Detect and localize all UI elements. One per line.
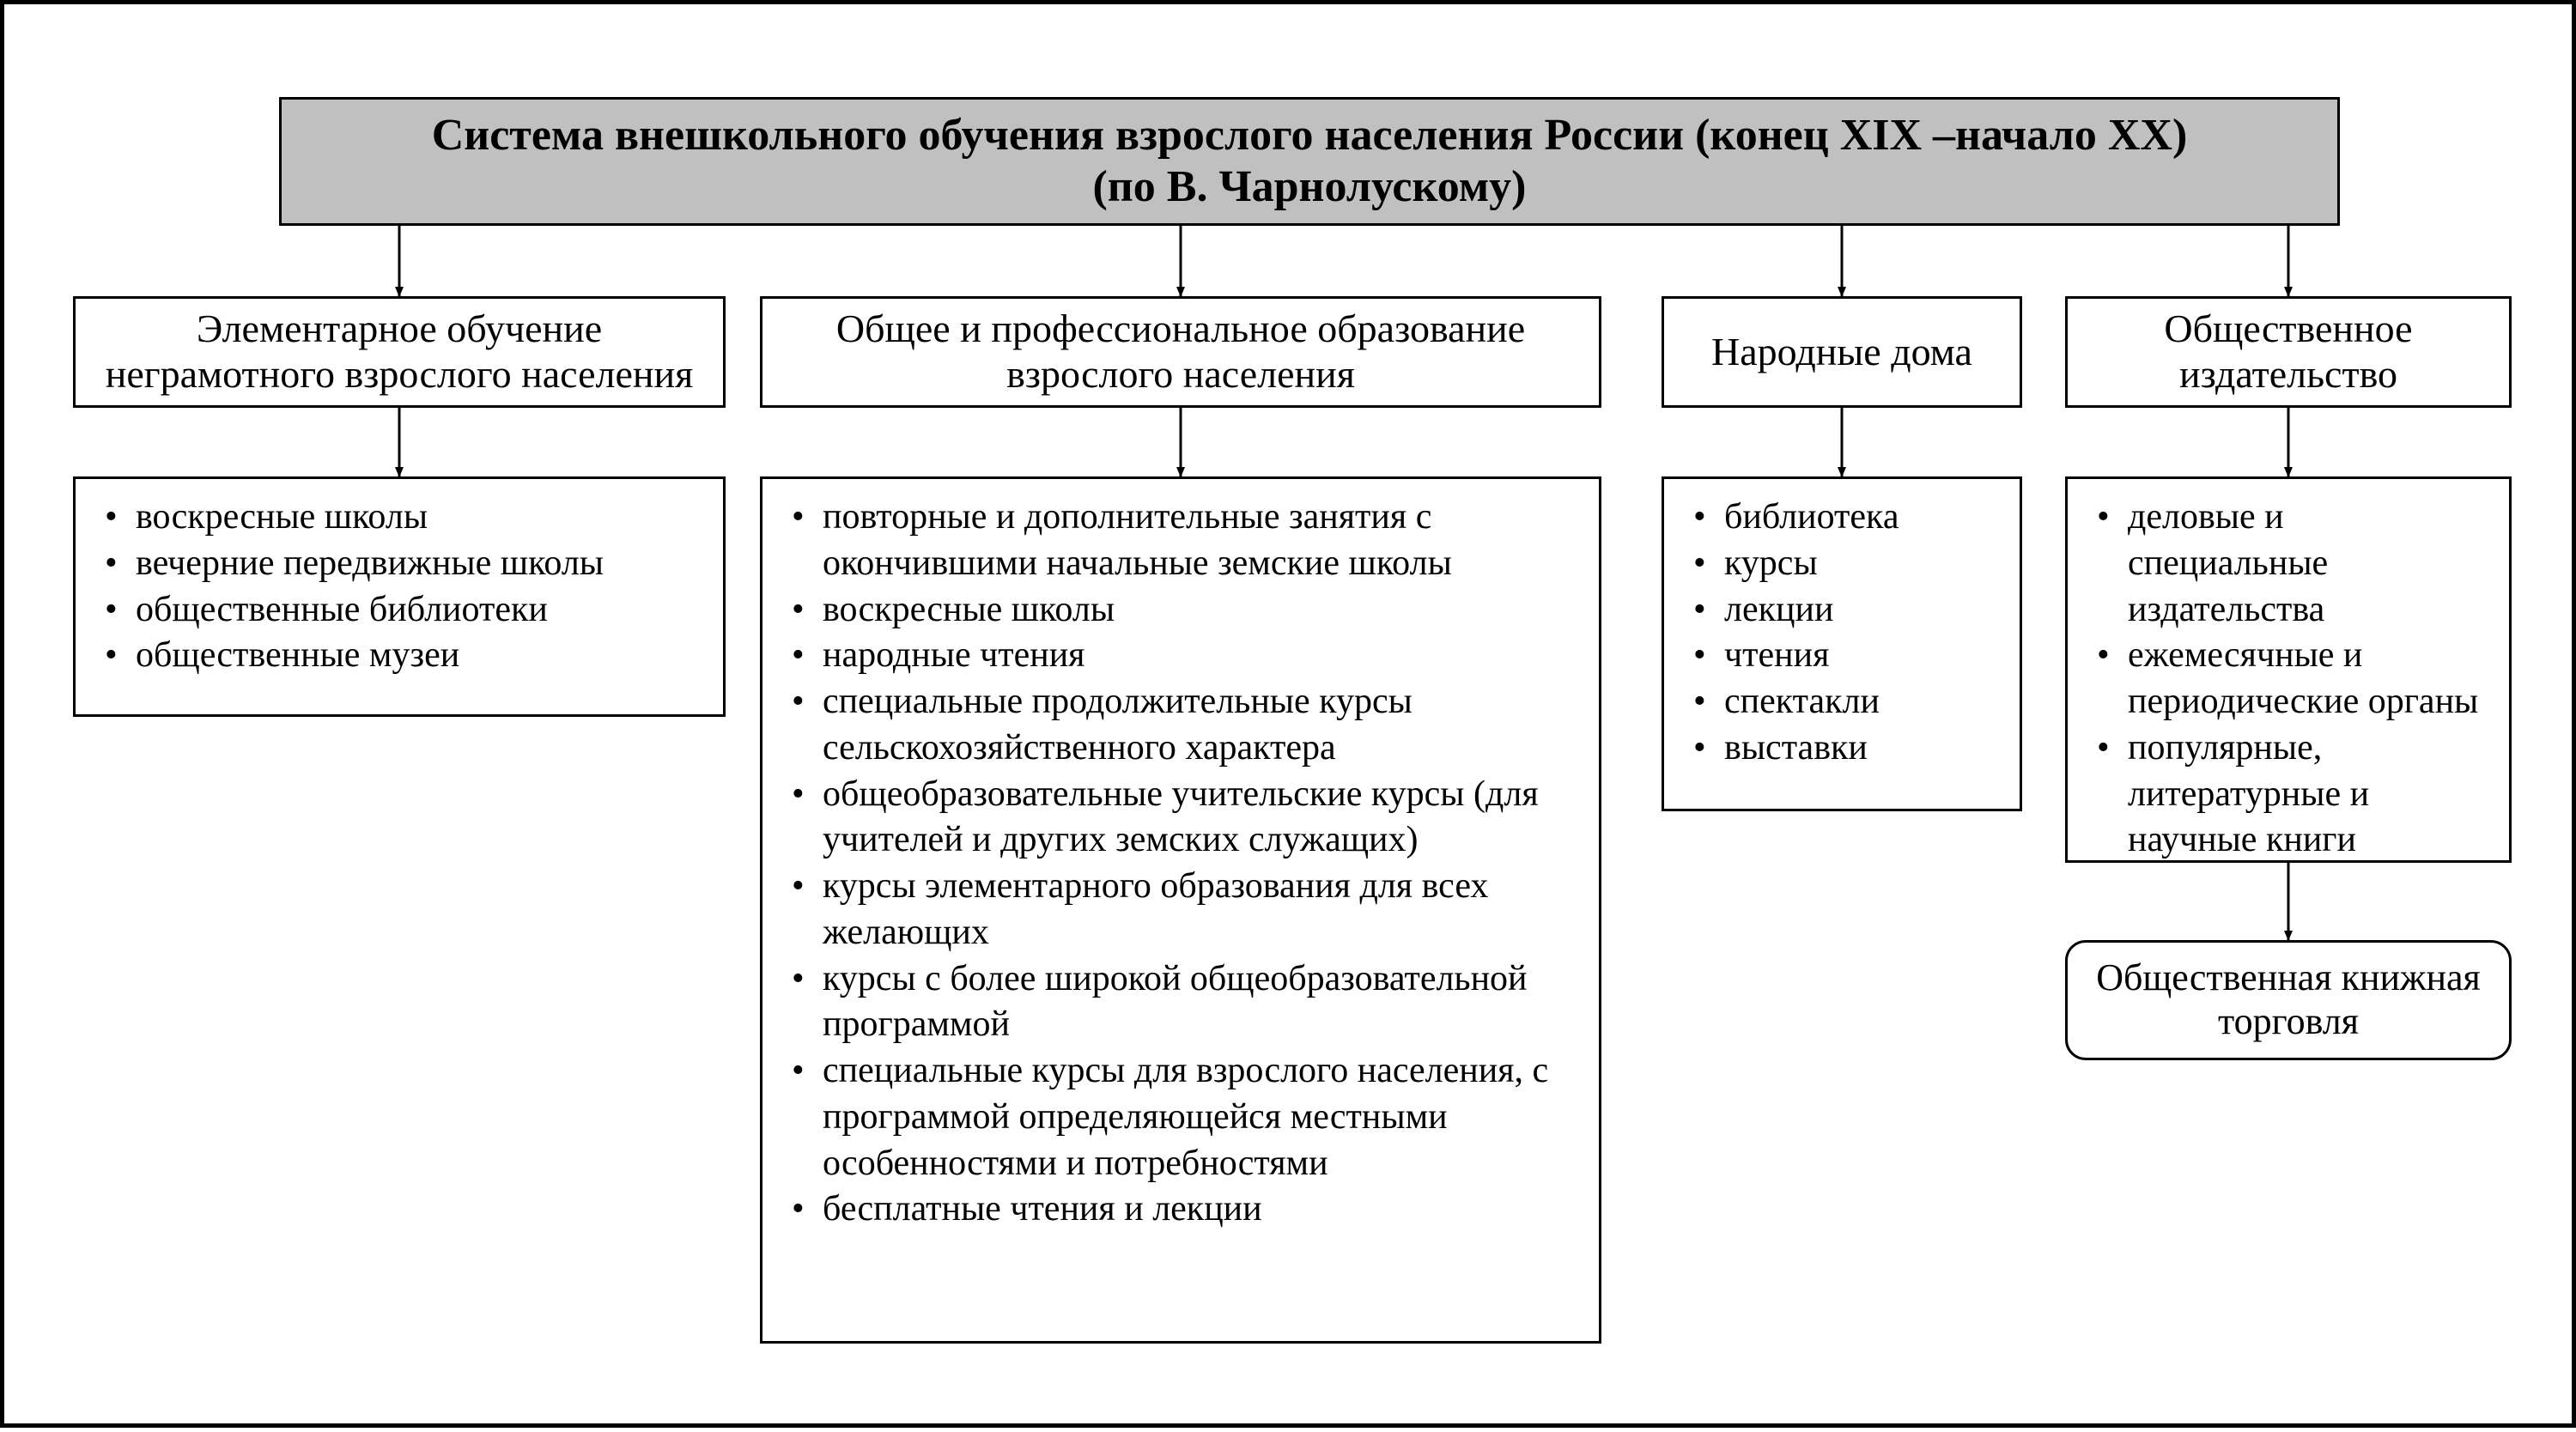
col4-ul: деловые и специальные издательстваежемес… (2092, 495, 2485, 864)
list-item: общественные музеи (100, 633, 699, 679)
list-item: ежемесячные и периодические органы (2092, 633, 2485, 725)
list-item: специальные курсы для взрослого населени… (787, 1048, 1575, 1186)
list-item: лекции (1688, 587, 1996, 634)
list-item: популярные, литературные и научные книги (2092, 725, 2485, 864)
list-item: бесплатные чтения и лекции (787, 1186, 1575, 1233)
col1-header: Элементарное обучение неграмотного взрос… (73, 296, 726, 408)
col3-list: библиотекакурсылекциичтенияспектакливыст… (1662, 476, 2022, 811)
col2-header: Общее и профессиональное образование взр… (760, 296, 1601, 408)
list-item: специальные продолжительные курсы сельск… (787, 679, 1575, 772)
col3-ul: библиотекакурсылекциичтенияспектакливыст… (1688, 495, 1996, 772)
list-item: курсы с более широкой общеобразовательно… (787, 956, 1575, 1049)
col1-list: воскресные школывечерние передвижные шко… (73, 476, 726, 717)
title-line1: Система внешкольного обучения взрослого … (432, 110, 2188, 161)
list-item: деловые и специальные издательства (2092, 495, 2485, 633)
list-item: курсы (1688, 541, 1996, 587)
list-item: повторные и дополнительные занятия с око… (787, 495, 1575, 587)
list-item: спектакли (1688, 679, 1996, 725)
list-item: общественные библиотеки (100, 587, 699, 634)
list-item: библиотека (1688, 495, 1996, 541)
col2-ul: повторные и дополнительные занятия с око… (787, 495, 1575, 1233)
list-item: воскресные школы (100, 495, 699, 541)
list-item: курсы элементарного образования для всех… (787, 864, 1575, 956)
list-item: народные чтения (787, 633, 1575, 679)
list-item: вечерние передвижные школы (100, 541, 699, 587)
title-line2: (по В. Чарнолускому) (432, 161, 2188, 213)
col4-header: Общественное издательство (2065, 296, 2512, 408)
col3-header: Народные дома (1662, 296, 2022, 408)
title-box: Система внешкольного обучения взрослого … (279, 97, 2340, 226)
col2-list: повторные и дополнительные занятия с око… (760, 476, 1601, 1344)
list-item: выставки (1688, 725, 1996, 772)
col1-ul: воскресные школывечерние передвижные шко… (100, 495, 699, 679)
list-item: воскресные школы (787, 587, 1575, 634)
list-item: общеобразовательные учительские курсы (д… (787, 772, 1575, 865)
diagram-page: Система внешкольного обучения взрослого … (0, 0, 2576, 1428)
list-item: чтения (1688, 633, 1996, 679)
extra-box: Общественная книжная торговля (2065, 940, 2512, 1060)
col4-list: деловые и специальные издательстваежемес… (2065, 476, 2512, 863)
